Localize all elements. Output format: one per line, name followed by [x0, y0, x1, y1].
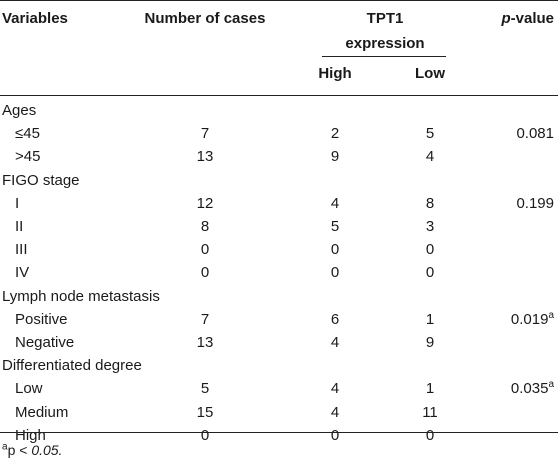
table-bottom-rule	[0, 432, 558, 433]
cell-cases: 13	[196, 148, 214, 166]
cell-low: 1	[425, 310, 435, 328]
row-label: Negative	[15, 334, 75, 351]
cell-p-value: 0.081	[470, 125, 554, 143]
header-variables: Variables	[2, 10, 68, 27]
p-value-number: 0.199	[516, 194, 554, 212]
section-label: Lymph node metastasis	[2, 287, 160, 305]
header-high: High	[318, 65, 352, 82]
cell-high: 6	[330, 310, 340, 328]
row-label: II	[15, 218, 24, 235]
cell-p-value: 0.199	[470, 195, 554, 213]
header-number-of-cases: Number of cases	[144, 10, 266, 27]
cell-p-value: 0.019a	[470, 309, 554, 329]
cell-cases: 8	[200, 218, 210, 235]
row-label: Positive	[15, 310, 68, 328]
header-tpt1: TPT1	[366, 10, 404, 27]
cell-cases: 0	[200, 426, 210, 444]
p-value-number: 0.081	[516, 125, 554, 143]
row-label: I	[15, 194, 20, 212]
p-value-number: 0.019	[510, 310, 549, 328]
cell-high: 5	[330, 218, 340, 235]
cell-high: 0	[330, 264, 340, 282]
cell-low: 0	[425, 264, 435, 282]
row-label: Medium	[15, 403, 69, 421]
header-tpt1-expression: expression	[345, 35, 425, 52]
row-label: High	[15, 426, 46, 444]
cell-high: 2	[330, 125, 340, 143]
cell-low: 3	[425, 218, 435, 235]
cell-high: 4	[330, 194, 340, 212]
cell-high: 9	[330, 148, 340, 166]
section-label: FIGO stage	[2, 171, 80, 189]
cell-cases: 5	[200, 380, 210, 398]
tpt1-group-rule	[322, 56, 446, 57]
cell-cases: 15	[196, 403, 214, 421]
cell-high: 4	[330, 334, 340, 351]
cell-cases: 12	[196, 194, 214, 212]
cell-low: 0	[425, 241, 435, 259]
row-label: >45	[15, 148, 41, 166]
cell-low: 1	[425, 380, 435, 398]
row-label: ≤45	[15, 125, 40, 143]
cell-high: 0	[330, 241, 340, 259]
cell-cases: 0	[200, 264, 210, 282]
cell-cases: 7	[200, 125, 210, 143]
header-low: Low	[415, 65, 445, 82]
cell-low: 11	[422, 403, 438, 421]
cell-cases: 0	[200, 241, 210, 259]
section-label: Differentiated degree	[2, 357, 142, 375]
cell-cases: 13	[196, 334, 214, 351]
header-p-value: p-value	[501, 10, 554, 27]
header-bottom-rule	[0, 95, 558, 96]
cell-high: 4	[330, 380, 340, 398]
p-value-superscript: a	[548, 379, 554, 391]
cell-high: 4	[330, 403, 340, 421]
cell-low: 4	[425, 148, 435, 166]
cell-low: 5	[425, 125, 435, 143]
cell-cases: 7	[200, 310, 210, 328]
p-value-number: 0.035	[510, 380, 549, 398]
table-top-rule	[0, 0, 558, 1]
cell-high: 0	[330, 426, 340, 444]
cell-p-value: 0.035a	[470, 380, 554, 398]
cell-low: 8	[425, 194, 435, 212]
footnote: ap < 0.05.	[2, 441, 63, 458]
cell-low: 0	[425, 426, 435, 444]
row-label: Low	[15, 380, 43, 398]
section-label: Ages	[2, 102, 37, 119]
row-label: IV	[15, 264, 30, 282]
row-label: III	[15, 241, 28, 259]
p-value-superscript: a	[548, 309, 554, 321]
cell-low: 9	[425, 334, 435, 351]
